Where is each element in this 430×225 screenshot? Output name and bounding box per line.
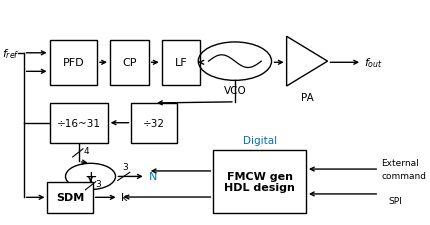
Text: PA: PA: [300, 92, 313, 102]
FancyBboxPatch shape: [110, 40, 148, 86]
Text: SDM: SDM: [56, 192, 84, 202]
Text: ÷32: ÷32: [143, 118, 165, 128]
Text: k: k: [120, 192, 127, 202]
Text: PFD: PFD: [62, 58, 84, 68]
FancyBboxPatch shape: [49, 104, 108, 143]
FancyBboxPatch shape: [49, 40, 97, 86]
FancyBboxPatch shape: [131, 104, 176, 143]
Text: $f_{out}$: $f_{out}$: [363, 56, 382, 70]
FancyBboxPatch shape: [161, 40, 200, 86]
Text: SPI: SPI: [387, 196, 401, 205]
Text: Digital: Digital: [242, 135, 276, 145]
Text: 3: 3: [95, 179, 101, 188]
Text: CP: CP: [122, 58, 136, 68]
Text: 3: 3: [122, 163, 127, 172]
Text: 4: 4: [83, 146, 89, 155]
Text: $f_{ref}$: $f_{ref}$: [2, 47, 20, 61]
Text: FMCW gen
HDL design: FMCW gen HDL design: [224, 171, 295, 192]
FancyBboxPatch shape: [47, 182, 92, 213]
Text: LF: LF: [174, 58, 187, 68]
Text: N: N: [149, 172, 157, 182]
Text: VCO: VCO: [223, 86, 246, 95]
Text: command: command: [381, 171, 425, 180]
Text: +: +: [84, 169, 97, 184]
Text: External: External: [381, 158, 418, 167]
FancyBboxPatch shape: [213, 151, 305, 213]
Text: ÷16~31: ÷16~31: [56, 118, 101, 128]
